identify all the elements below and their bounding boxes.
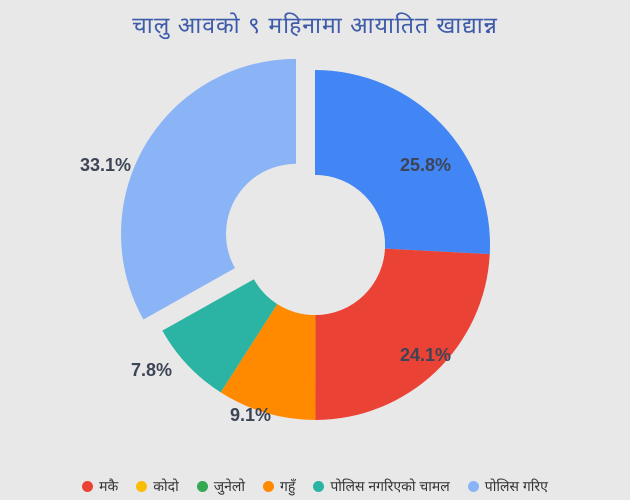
legend-item-1: कोदो (136, 477, 178, 496)
legend-dot-icon (263, 481, 274, 492)
legend-dot-icon (468, 481, 479, 492)
legend-label: गहुँ (280, 477, 295, 496)
pct-label-teal: 7.8% (131, 360, 172, 381)
legend-dot-icon (197, 481, 208, 492)
pct-label-red: 24.1% (400, 345, 451, 366)
legend-dot-icon (313, 481, 324, 492)
legend-item-0: मकै (82, 477, 118, 496)
chart-title: चालु आवको ९ महिनामा आयातित खाद्यान्न (0, 8, 630, 40)
pct-label-lightblue: 33.1% (80, 155, 131, 176)
legend-item-3: गहुँ (263, 477, 295, 496)
legend-label: पोलिस गरिए (485, 477, 548, 496)
legend-dot-icon (82, 481, 93, 492)
pct-label-orange: 9.1% (230, 405, 271, 426)
legend-item-4: पोलिस नगरिएको चामल (313, 477, 449, 496)
legend-label: कोदो (153, 477, 178, 496)
donut-hole (245, 175, 385, 315)
legend-label: मकै (99, 477, 118, 496)
legend-label: जुनेलो (214, 477, 245, 496)
legend-item-2: जुनेलो (197, 477, 245, 496)
legend: मकै कोदो जुनेलो गहुँ पोलिस नगरिएको चामल पोलिस… (0, 477, 630, 496)
donut-chart: 25.8% 24.1% 9.1% 7.8% 33.1% (0, 50, 630, 440)
legend-item-5: पोलिस गरिए (468, 477, 548, 496)
legend-dot-icon (136, 481, 147, 492)
donut-svg (100, 50, 530, 440)
legend-label: पोलिस नगरिएको चामल (330, 477, 449, 496)
pct-label-blue: 25.8% (400, 155, 451, 176)
